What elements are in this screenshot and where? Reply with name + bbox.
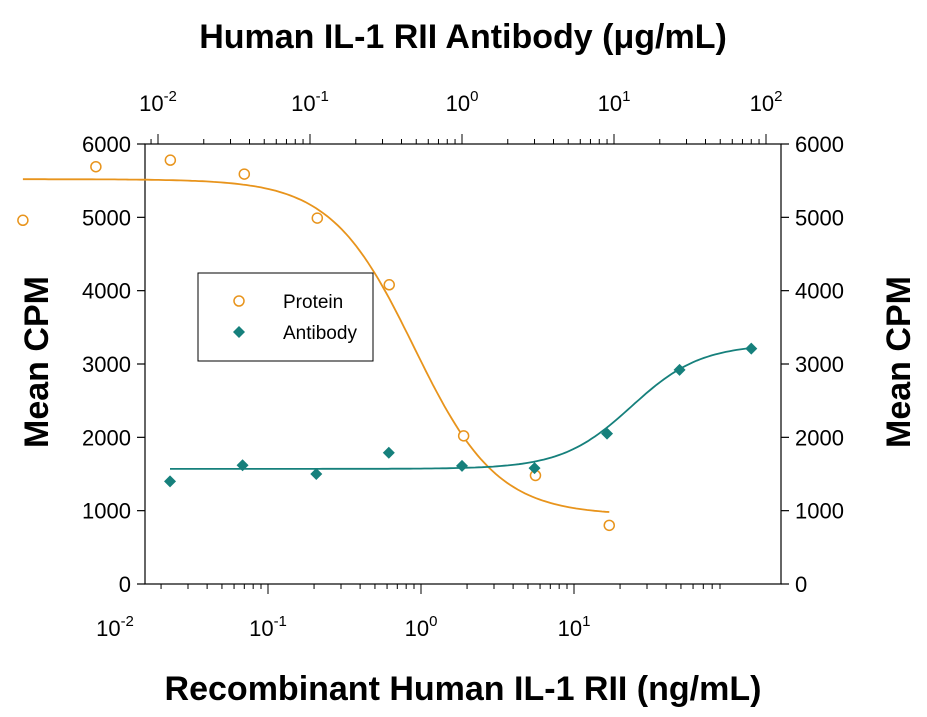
y-tick-label-right: 2000 <box>795 425 844 450</box>
antibody-fit-curve <box>170 347 752 470</box>
antibody-point <box>310 468 323 480</box>
y-tick-label-left: 5000 <box>82 205 131 230</box>
x-bottom-tick-label: 10-2 <box>96 613 134 641</box>
y-tick-label-right: 1000 <box>795 499 844 524</box>
x-top-tick-label: 100 <box>446 88 479 116</box>
protein-point <box>603 519 616 532</box>
antibody-point <box>745 342 758 355</box>
antibody-point <box>601 427 614 440</box>
antibody-point <box>382 446 395 459</box>
x-top-tick-label: 102 <box>750 88 783 116</box>
y-tick-label-left: 2000 <box>82 425 131 450</box>
y-tick-label-left: 0 <box>119 572 131 597</box>
y-tick-label-left: 4000 <box>82 279 131 304</box>
x-top-tick-label: 10-1 <box>291 88 329 116</box>
data-points <box>17 154 758 532</box>
y-tick-label-right: 5000 <box>795 205 844 230</box>
bottom-axis-title: Recombinant Human IL-1 RII (ng/mL) <box>165 670 762 708</box>
legend: Protein Antibody <box>197 272 374 362</box>
x-top-tick-label: 10-2 <box>139 88 177 116</box>
antibody-point <box>528 462 541 475</box>
protein-point <box>311 212 324 224</box>
plot-frame <box>144 143 782 585</box>
y-tick-label-left: 3000 <box>82 352 131 377</box>
axis-ticks: 0 0 1000 1000 2000 2000 3000 3000 4000 4000 5000 50… <box>82 88 844 641</box>
protein-point <box>383 279 395 291</box>
antibody-point <box>673 363 686 376</box>
legend-antibody-label: Antibody <box>283 323 357 344</box>
y-axis-label-right: Mean CPM <box>880 276 918 448</box>
protein-point <box>238 168 251 180</box>
x-bottom-tick-label: 101 <box>558 613 591 641</box>
top-axis-title: Human IL-1 RII Antibody (μg/mL) <box>199 18 727 56</box>
legend-box <box>197 272 374 362</box>
antibody-point <box>456 459 468 472</box>
y-tick-label-right: 6000 <box>795 132 844 157</box>
protein-point <box>90 160 102 173</box>
x-bottom-tick-label: 100 <box>405 613 438 641</box>
protein-point <box>457 430 470 442</box>
x-bottom-tick-label: 10-1 <box>249 613 287 641</box>
antibody-point <box>236 459 249 472</box>
antibody-point <box>164 475 177 488</box>
x-top-tick-label: 101 <box>598 88 631 116</box>
y-tick-label-right: 0 <box>795 572 807 597</box>
y-axis-label-left: Mean CPM <box>18 276 56 448</box>
y-tick-label-right: 4000 <box>795 279 844 304</box>
protein-point <box>17 214 29 227</box>
protein-point <box>164 154 177 166</box>
protein-fit-curve <box>22 178 610 513</box>
fit-curves <box>22 178 752 513</box>
y-tick-label-left: 1000 <box>82 499 131 524</box>
y-tick-label-right: 3000 <box>795 352 844 377</box>
legend-protein-label: Protein <box>283 292 343 313</box>
legend-antibody-marker <box>233 326 245 338</box>
y-tick-label-left: 6000 <box>82 132 131 157</box>
legend-protein-marker <box>233 295 245 307</box>
